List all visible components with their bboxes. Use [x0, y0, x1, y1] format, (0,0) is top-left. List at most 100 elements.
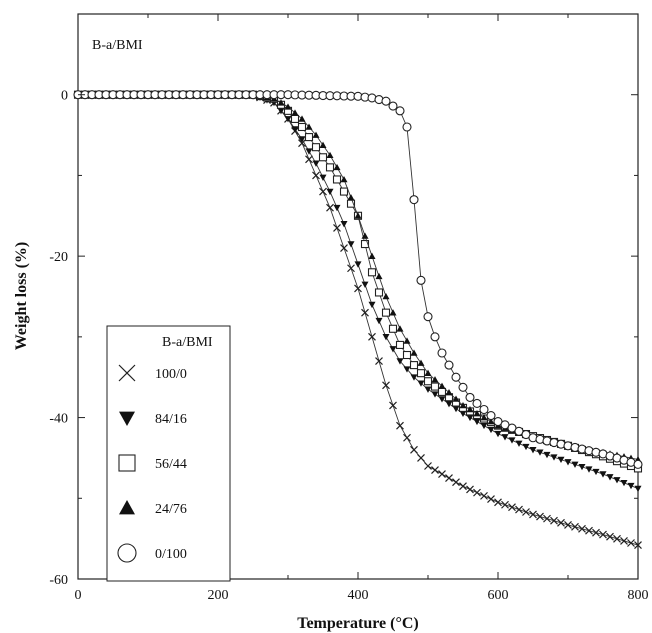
data-point — [361, 308, 369, 317]
data-point — [298, 139, 306, 148]
data-point — [354, 212, 362, 219]
data-point — [599, 530, 607, 539]
data-point — [389, 309, 397, 316]
data-point — [445, 401, 453, 408]
data-point — [312, 171, 320, 180]
data-point — [445, 474, 453, 483]
x-tick-label: 800 — [628, 588, 649, 603]
data-point — [473, 410, 481, 417]
data-point — [416, 275, 426, 285]
legend-label: 100/0 — [155, 367, 187, 382]
data-point — [305, 148, 313, 155]
data-point — [430, 332, 440, 342]
x-tick-label: 200 — [208, 588, 229, 603]
data-point — [325, 163, 335, 172]
data-point — [326, 151, 334, 159]
data-point — [326, 203, 334, 212]
data-point — [501, 434, 509, 441]
data-point — [438, 470, 446, 478]
data-point — [515, 440, 523, 447]
panel-label: B-a/BMI — [92, 38, 143, 53]
data-point — [466, 485, 474, 494]
data-point — [354, 284, 362, 293]
data-point — [452, 395, 460, 402]
data-point — [381, 96, 391, 106]
data-point — [340, 244, 348, 252]
data-point — [403, 337, 411, 344]
data-point — [395, 340, 405, 349]
data-point — [578, 464, 586, 471]
data-point — [599, 471, 607, 478]
data-point — [571, 522, 579, 531]
data-point — [620, 536, 628, 545]
plot-area: 0 200 400 600 800 0 -20 -40 -60 — [49, 13, 649, 603]
data-point — [347, 264, 355, 273]
x-tick-label: 0 — [75, 588, 82, 603]
data-point — [326, 188, 334, 196]
data-point — [606, 474, 614, 481]
data-point — [339, 187, 349, 196]
data-point — [480, 491, 488, 500]
y-tick-label: 0 — [61, 89, 68, 104]
data-point — [416, 369, 426, 378]
y-tick-label: -60 — [49, 573, 68, 588]
data-point — [557, 456, 565, 464]
data-point — [627, 539, 635, 547]
data-point — [402, 350, 412, 360]
data-point — [360, 239, 370, 249]
data-point — [480, 422, 488, 430]
legend-title: B-a/BMI — [162, 335, 213, 350]
data-point — [438, 396, 446, 403]
data-point — [431, 391, 439, 398]
data-point — [410, 349, 418, 356]
data-point — [284, 103, 292, 110]
legend-label: 56/44 — [155, 457, 187, 472]
data-point — [319, 174, 327, 181]
data-point — [620, 479, 628, 487]
data-point — [571, 461, 579, 468]
data-point — [402, 122, 412, 132]
data-point — [445, 389, 453, 396]
data-point — [465, 392, 475, 402]
data-point — [375, 357, 383, 365]
legend-label: 24/76 — [155, 502, 187, 517]
data-point — [459, 410, 467, 418]
data-point — [501, 500, 509, 509]
data-point — [410, 445, 418, 454]
data-point — [508, 437, 516, 444]
data-point — [627, 482, 635, 490]
y-tick-label: -40 — [49, 412, 68, 427]
data-point — [438, 382, 446, 389]
data-point — [515, 505, 523, 514]
series-circle — [73, 90, 643, 469]
data-point — [277, 108, 285, 115]
data-point — [472, 398, 482, 408]
data-point — [389, 346, 397, 353]
data-point — [550, 516, 558, 525]
legend: B-a/BMI 100/0 84/16 56/44 24/76 0/100 — [106, 325, 231, 582]
y-axis-label: Weight loss (%) — [13, 242, 30, 350]
legend-items: 100/0 84/16 56/44 24/76 0/100 — [117, 364, 187, 563]
data-point — [459, 482, 467, 491]
data-point — [634, 485, 642, 493]
data-point — [458, 382, 468, 392]
data-point — [382, 293, 390, 300]
data-point — [340, 221, 348, 228]
data-point — [522, 443, 530, 451]
data-point — [319, 141, 327, 148]
data-point — [389, 401, 397, 410]
data-point — [522, 508, 530, 516]
data-point — [585, 466, 593, 473]
data-point — [479, 404, 489, 415]
data-point — [613, 534, 621, 543]
data-point — [543, 514, 551, 523]
data-point — [564, 520, 572, 529]
data-point — [494, 498, 502, 507]
data-point — [403, 366, 411, 373]
data-point — [585, 526, 593, 535]
data-point — [318, 153, 328, 162]
x-tick-label: 400 — [348, 588, 369, 603]
data-point — [291, 126, 299, 133]
data-point — [333, 204, 341, 212]
data-point — [444, 360, 454, 370]
